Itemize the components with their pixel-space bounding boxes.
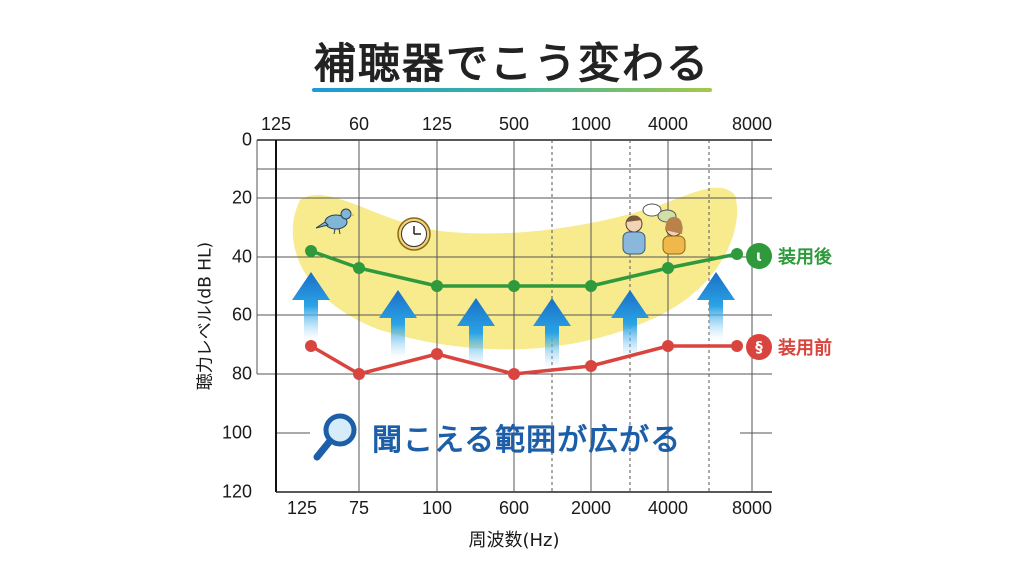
hearing-aid-icon: ɩ	[746, 243, 772, 269]
callout: 聞こえる範囲が広がる	[312, 412, 690, 462]
y-tick: 60	[231, 304, 252, 325]
bird-icon	[315, 208, 355, 235]
x-top-tick: 4000	[647, 114, 689, 134]
x-axis-label: 周波数(Hz)	[468, 530, 560, 551]
x-bottom-tick: 100	[421, 498, 453, 518]
series-before	[305, 340, 743, 380]
x-bottom-tick: 75	[348, 498, 370, 518]
clock-icon	[397, 217, 431, 251]
x-bottom-tick: 125	[286, 498, 318, 518]
legend-before-label: 装用前	[778, 338, 832, 359]
y-tick: 40	[231, 246, 252, 267]
x-top-tick: 1000	[570, 114, 612, 134]
y-tick: 120	[221, 481, 252, 502]
x-top-tick: 125	[421, 114, 453, 134]
legend-after-label: 装用後	[778, 247, 832, 268]
y-tick: 100	[221, 422, 252, 443]
series-after	[305, 245, 743, 292]
magnifier-icon	[313, 413, 357, 461]
callout-text: 聞こえる範囲が広がる	[365, 415, 690, 459]
title-underline	[312, 88, 712, 92]
ear-icon: §	[746, 334, 772, 360]
x-bottom-tick: 600	[498, 498, 530, 518]
y-tick: 20	[231, 187, 252, 208]
x-top-tick: 500	[498, 114, 530, 134]
legend-before: § 装用前	[746, 334, 832, 360]
y-tick: 80	[231, 363, 252, 384]
x-top-tick: 60	[348, 114, 370, 134]
y-axis-label: 聴力レベル(dB HL)	[195, 241, 216, 391]
x-bottom-tick: 4000	[647, 498, 689, 518]
x-top-tick: 8000	[731, 114, 773, 134]
conversation-icon	[622, 203, 686, 255]
x-top-tick: 125	[260, 114, 292, 134]
page-title: 補聴器でこう変わる	[313, 39, 710, 88]
x-bottom-tick: 2000	[570, 498, 612, 518]
legend-after: ɩ 装用後	[746, 243, 832, 269]
y-tick: 0	[241, 129, 252, 150]
improvement-arrows	[292, 272, 735, 368]
x-bottom-tick: 8000	[731, 498, 773, 518]
